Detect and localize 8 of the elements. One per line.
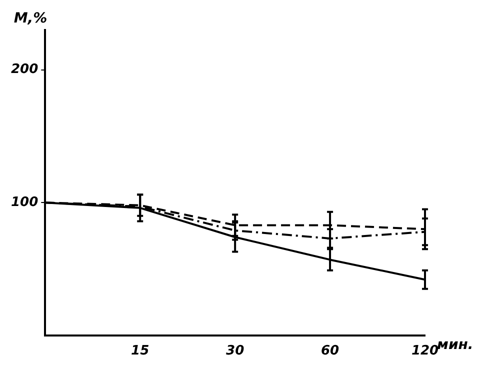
x-axis-title: мин. [437, 337, 474, 354]
x-tick-label: 60 [320, 344, 340, 359]
x-tick-label: 15 [131, 344, 150, 359]
x-tick-label: 120 [411, 344, 439, 359]
y-tick-label: 200 [10, 62, 38, 78]
y-axis-title: M,% [14, 10, 48, 27]
y-tick-label: 100 [10, 194, 38, 210]
x-tick-label: 30 [226, 344, 244, 359]
